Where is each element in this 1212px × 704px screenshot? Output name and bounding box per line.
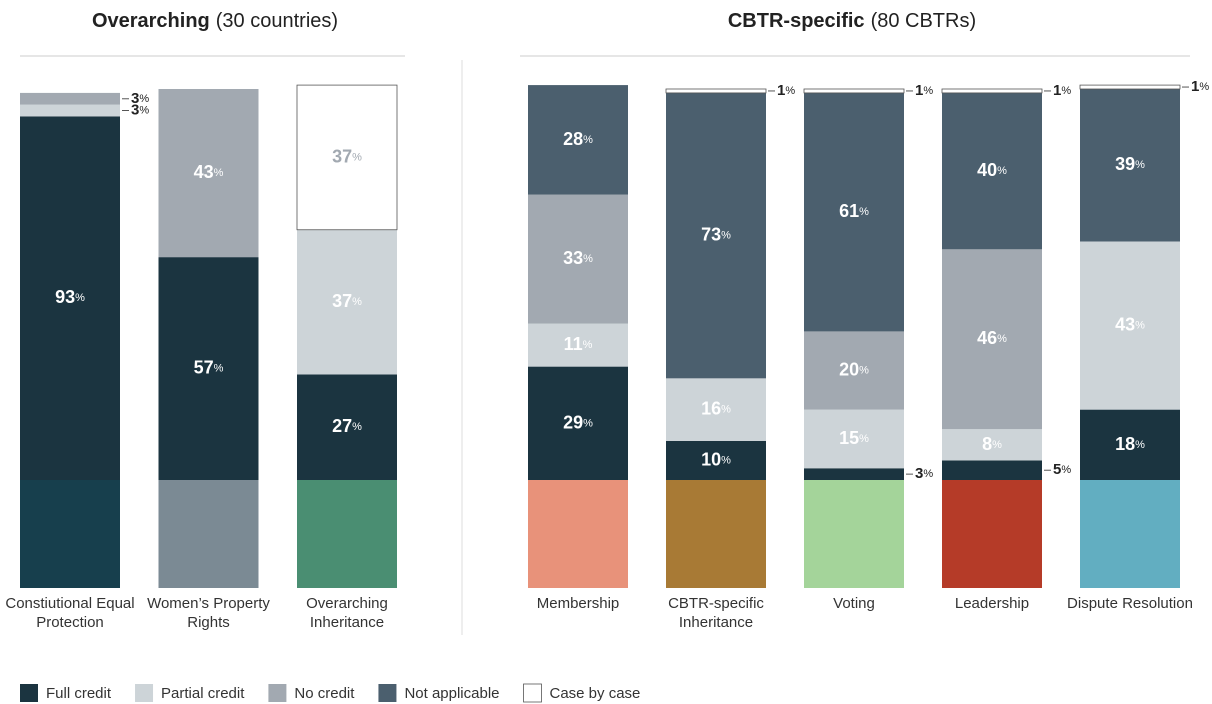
- bar-segment: [1080, 409, 1180, 480]
- value-label: 28%: [563, 129, 593, 149]
- category-icon: [942, 480, 1042, 588]
- bar-segment: [665, 88, 767, 94]
- value-label: 40%: [977, 160, 1007, 180]
- title-note: (30 countries): [216, 10, 338, 32]
- bar-segment: [528, 323, 628, 367]
- category-label: Dispute Resolution: [1067, 595, 1193, 612]
- category-label: Overarching Inheritance: [306, 595, 388, 631]
- category-icon: [297, 480, 397, 588]
- bar-segment: [942, 429, 1042, 461]
- value-label: 18%: [1115, 434, 1145, 454]
- value-label: 46%: [977, 328, 1007, 348]
- bar-segment: [804, 331, 904, 410]
- title-note: (80 CBTRs): [871, 10, 977, 32]
- value-label: 33%: [563, 248, 593, 268]
- legend-swatch: [523, 683, 542, 703]
- bar-segment: [1079, 84, 1181, 90]
- value-label: 3%: [131, 90, 149, 107]
- category-icon: [804, 480, 904, 588]
- bar-segment: [297, 374, 397, 480]
- bar-segment: [528, 194, 628, 324]
- value-label: 1%: [1191, 78, 1209, 95]
- legend-label: Partial credit: [161, 685, 245, 702]
- legend-label: No credit: [294, 685, 355, 702]
- title-main: Overarching: [92, 10, 210, 32]
- bar-segment: [804, 409, 904, 469]
- value-label: 3%: [915, 465, 933, 482]
- value-label: 1%: [1053, 82, 1071, 99]
- bar-segment: [20, 116, 120, 481]
- value-label: 39%: [1115, 154, 1145, 174]
- bar-segment: [528, 85, 628, 195]
- bar-segment: [20, 92, 120, 105]
- legend-label: Not applicable: [404, 685, 499, 702]
- value-label: 20%: [839, 359, 869, 379]
- bar-segment: [803, 88, 905, 94]
- value-label: 29%: [563, 412, 593, 432]
- bar-segment: [1080, 89, 1180, 242]
- category-icon: [158, 480, 259, 588]
- legend-label: Case by case: [550, 685, 641, 702]
- bar-segment: [942, 249, 1042, 430]
- value-label: 57%: [194, 357, 224, 377]
- value-label: 43%: [194, 162, 224, 182]
- title-main: CBTR-specific: [728, 10, 865, 32]
- bar-segment: [804, 468, 904, 480]
- panel-title: Overarching (30 countries): [92, 10, 338, 32]
- value-label: 37%: [332, 291, 362, 311]
- category-label: Membership: [536, 595, 620, 612]
- category-label: Voting: [833, 595, 875, 612]
- value-label: 1%: [777, 82, 795, 99]
- bar-segment: [666, 92, 766, 379]
- category-icon: [1080, 480, 1180, 588]
- value-label: 5%: [1053, 461, 1071, 478]
- bar-segment: [941, 88, 1043, 94]
- bar-segment: [666, 440, 766, 480]
- value-label: 15%: [839, 428, 869, 448]
- bar-segment: [804, 92, 904, 332]
- category-label: CBTR-specific Inheritance: [668, 595, 764, 631]
- value-label: 37%: [332, 146, 362, 166]
- bar-segment: [942, 92, 1042, 250]
- legend-swatch: [135, 684, 154, 702]
- panel-title: CBTR-specific (80 CBTRs): [728, 10, 976, 32]
- bar-segment: [20, 104, 120, 117]
- category-label: Leadership: [954, 595, 1030, 612]
- bar-segment: [528, 366, 628, 480]
- value-label: 8%: [982, 434, 1002, 454]
- bar-segment: [297, 229, 397, 375]
- value-label: 16%: [701, 398, 731, 418]
- value-label: 61%: [839, 201, 869, 221]
- value-label: 10%: [701, 449, 731, 469]
- bar-segment: [942, 460, 1042, 480]
- legend-label: Full credit: [46, 685, 112, 702]
- bar-segment: [296, 84, 398, 231]
- bar-segment: [158, 89, 259, 258]
- value-label: 93%: [55, 287, 85, 307]
- legend-swatch: [378, 684, 397, 702]
- value-label: 73%: [701, 224, 731, 244]
- value-label: 11%: [564, 334, 593, 354]
- value-label: 1%: [915, 82, 933, 99]
- category-label: Women’s Property Rights: [147, 595, 270, 631]
- category-icon: [666, 480, 766, 588]
- value-label: 27%: [332, 416, 362, 436]
- bar-segment: [1080, 241, 1180, 410]
- legend-swatch: [268, 684, 287, 702]
- legend-swatch: [20, 684, 38, 702]
- value-label: 43%: [1115, 314, 1145, 334]
- category-icon: [20, 480, 120, 588]
- category-icon: [528, 480, 628, 588]
- bar-segment: [158, 257, 259, 480]
- category-label: Constiutional Equal Protection: [5, 595, 135, 631]
- value-label: 3%: [131, 101, 149, 118]
- bar-segment: [666, 378, 766, 441]
